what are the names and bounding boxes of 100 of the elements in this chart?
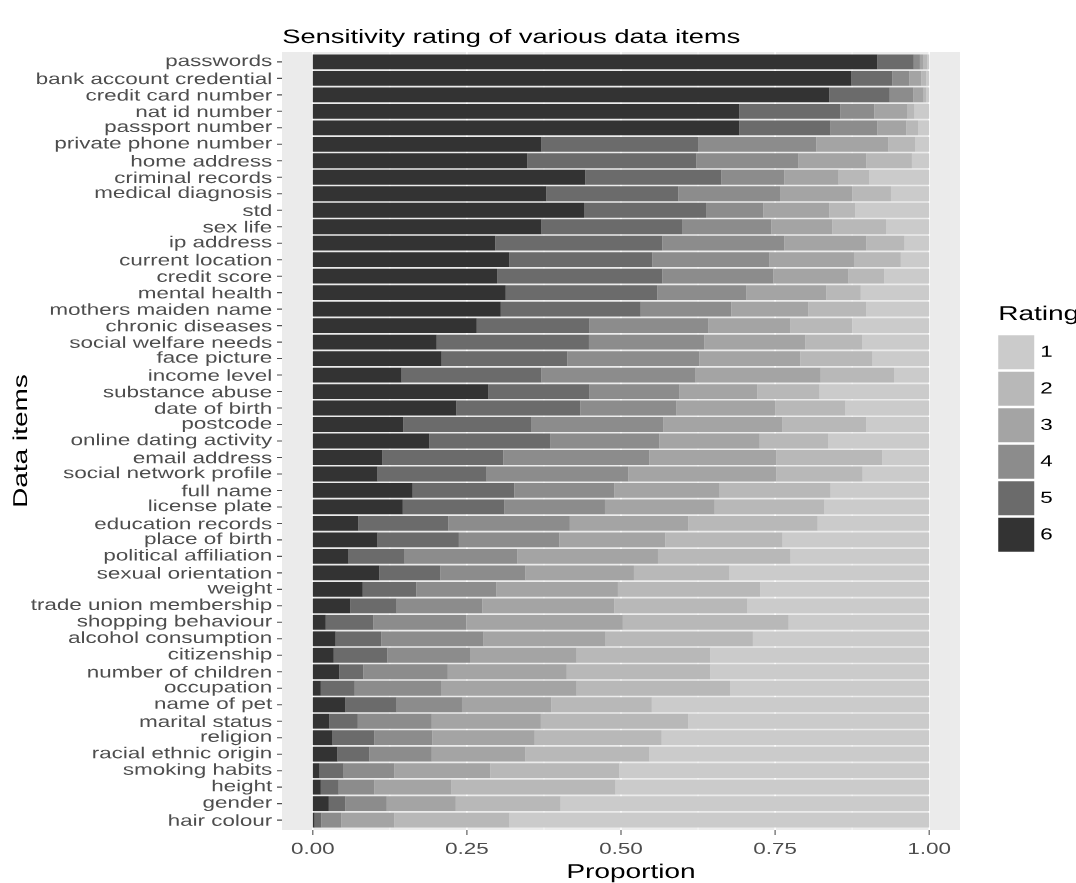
y-tick-label: nat id number bbox=[136, 105, 272, 118]
bar bbox=[486, 466, 629, 482]
x-tick-label: 0.25 bbox=[445, 842, 488, 855]
bar bbox=[312, 417, 404, 432]
y-tick-label: postcode bbox=[182, 417, 272, 432]
legend-label: 1 bbox=[1041, 345, 1052, 357]
bar bbox=[382, 450, 504, 465]
bar bbox=[719, 483, 831, 498]
legend-label: 3 bbox=[1041, 418, 1052, 431]
bar bbox=[541, 367, 696, 383]
y-tick-label: credit card number bbox=[86, 88, 272, 101]
bar bbox=[676, 400, 776, 416]
y-tick-label: racial ethnic origin bbox=[93, 746, 271, 762]
bar bbox=[759, 433, 829, 449]
bar bbox=[828, 433, 930, 449]
bar bbox=[882, 450, 930, 465]
bar bbox=[488, 384, 590, 399]
y-tick-label: name of pet bbox=[155, 697, 273, 713]
y-tick-label: religion bbox=[201, 730, 271, 746]
y-tick-label: place of birth bbox=[145, 532, 271, 548]
bar bbox=[531, 417, 664, 432]
y-tick-label: occupation bbox=[164, 680, 271, 696]
bar bbox=[714, 499, 825, 515]
y-tick-label: mothers maiden name bbox=[50, 303, 272, 315]
bar bbox=[312, 466, 378, 482]
y-tick-label: passport number bbox=[105, 120, 272, 136]
y-axis-title: Data items bbox=[12, 375, 28, 506]
bar bbox=[866, 417, 930, 432]
bar bbox=[695, 367, 821, 383]
y-tick-label: political affiliation bbox=[104, 548, 271, 564]
y-tick-label: citizenship bbox=[168, 647, 272, 663]
bar bbox=[819, 384, 930, 399]
y-tick-label: height bbox=[212, 779, 273, 795]
y-tick-label: license plate bbox=[149, 499, 272, 515]
bar bbox=[589, 384, 680, 399]
bar bbox=[314, 812, 322, 828]
legend-label: 5 bbox=[1041, 491, 1052, 503]
y-tick-label: medical diagnosis bbox=[95, 186, 272, 202]
y-tick-label: online dating activity bbox=[71, 433, 273, 449]
bar bbox=[550, 433, 660, 449]
bar bbox=[628, 466, 777, 482]
bar bbox=[659, 433, 760, 449]
y-tick-label: smoking habits bbox=[123, 763, 272, 779]
bar bbox=[679, 384, 758, 399]
bar bbox=[503, 450, 650, 465]
y-tick-label: std bbox=[243, 204, 271, 217]
bar bbox=[456, 400, 581, 416]
bar bbox=[321, 812, 342, 828]
bar bbox=[504, 499, 605, 515]
y-tick-label: social welfare needs bbox=[69, 336, 272, 348]
bar bbox=[509, 812, 930, 828]
y-tick-label: credit score bbox=[157, 270, 272, 283]
y-tick-label: income level bbox=[149, 369, 271, 381]
bar bbox=[312, 483, 413, 498]
y-tick-label: chronic diseases bbox=[106, 319, 272, 332]
y-tick-label: current location bbox=[120, 253, 271, 266]
bar bbox=[649, 450, 777, 465]
bar bbox=[412, 483, 515, 498]
y-tick-label: hair colour bbox=[169, 814, 272, 826]
y-tick-label: social network profile bbox=[63, 466, 272, 482]
bar bbox=[824, 499, 930, 515]
x-tick-label: 0.50 bbox=[600, 842, 642, 855]
y-tick-label: ip address bbox=[170, 235, 272, 251]
bar bbox=[312, 384, 489, 399]
bar bbox=[429, 433, 551, 449]
y-tick-label: bank account credential bbox=[37, 72, 271, 85]
y-tick-label: gender bbox=[203, 796, 272, 812]
y-tick-label: substance abuse bbox=[103, 385, 272, 398]
x-axis-title: Proportion bbox=[568, 863, 694, 883]
bar bbox=[845, 400, 930, 416]
bar bbox=[862, 466, 930, 482]
y-tick-label: marital status bbox=[140, 715, 272, 728]
chart-title: Sensitivity rating of various data items bbox=[283, 28, 740, 48]
y-tick-label: weight bbox=[207, 581, 273, 597]
y-tick-label: full name bbox=[181, 484, 272, 497]
y-tick-label: email address bbox=[133, 451, 272, 464]
legend-label: 4 bbox=[1040, 455, 1053, 467]
x-tick-label: 0.75 bbox=[754, 842, 796, 855]
bar bbox=[776, 450, 883, 465]
bar bbox=[401, 367, 542, 383]
bar bbox=[782, 417, 867, 432]
bar bbox=[894, 367, 930, 383]
bar bbox=[312, 400, 457, 416]
bar bbox=[403, 417, 532, 432]
bar bbox=[312, 450, 383, 465]
bar bbox=[877, 54, 914, 70]
y-tick-label: education records bbox=[95, 517, 272, 530]
bar bbox=[919, 54, 924, 70]
x-tick-label: 1.00 bbox=[909, 842, 951, 855]
bar bbox=[312, 54, 878, 70]
bar bbox=[614, 483, 720, 498]
y-tick-label: home address bbox=[131, 154, 272, 167]
legend-label: 2 bbox=[1041, 382, 1052, 394]
bar bbox=[820, 367, 895, 383]
y-tick-label: date of birth bbox=[154, 402, 271, 414]
bar bbox=[913, 54, 920, 70]
bar bbox=[580, 400, 677, 416]
bar bbox=[775, 400, 846, 416]
bar bbox=[514, 483, 615, 498]
y-tick-label: private phone number bbox=[55, 136, 272, 152]
